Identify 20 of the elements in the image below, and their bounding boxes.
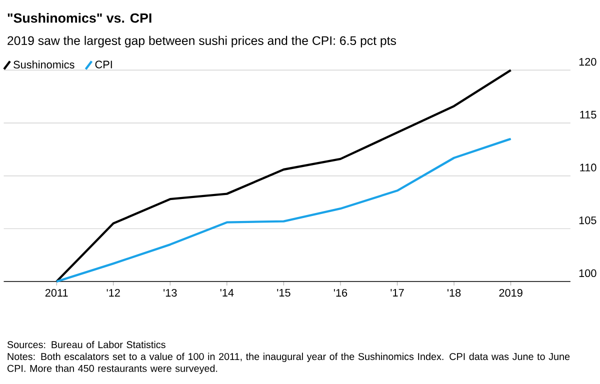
x-tick-label: '13 (164, 288, 177, 297)
x-tick-label: 2011 (45, 288, 68, 297)
y-tick-label: 110 (580, 164, 596, 172)
x-tick-label: 2019 (499, 288, 522, 297)
source-note: Sources: Bureau of Labor Statistics (7, 340, 166, 348)
y-tick-label: 120 (579, 58, 596, 66)
x-tick-label: '14 (220, 288, 234, 296)
y-tick-label: 105 (579, 216, 596, 224)
legend-label: CPI (95, 60, 112, 68)
y-tick-label: 115 (580, 110, 596, 118)
x-tick-label: '15 (277, 288, 290, 297)
x-tick-label: '16 (334, 288, 348, 297)
chart-subtitle: 2019 saw the largest gap between sushi prices and the CPI: 6.5 pct pts (8, 36, 396, 48)
legend-label: Sushinomics (14, 60, 74, 68)
x-tick-label: '17 (390, 288, 404, 296)
x-tick-label: '18 (448, 288, 461, 297)
y-tick-label: 100 (579, 269, 596, 278)
text: Notes: Both escalators set to a value of 100 in 2011, the inaugural year of the Sushinomics Index. CPI data was June to June CPI. More than 450 restaurants were surveyed. (7, 352, 570, 374)
x-tick-label: '12 (106, 288, 120, 297)
chart-title: "Sushinomics" vs. CPI (8, 12, 152, 23)
